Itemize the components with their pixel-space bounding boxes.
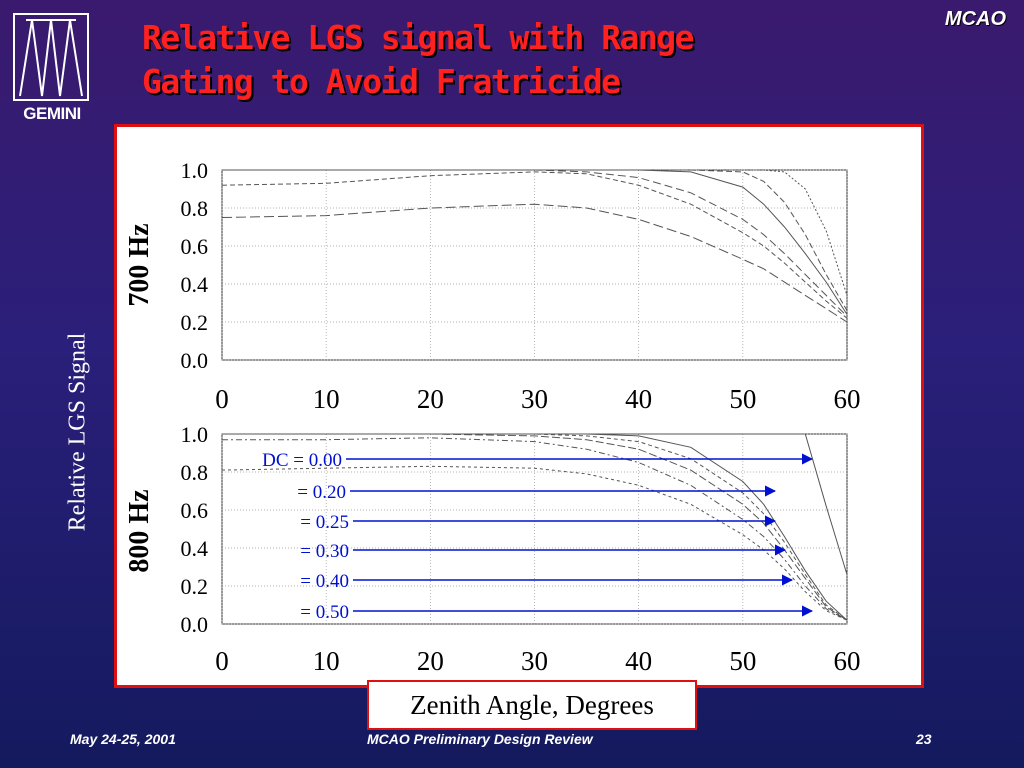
plot1-y-tick-label: 1.0 <box>181 158 209 183</box>
title-line-1: Relative LGS signal with Range <box>142 18 695 57</box>
plot1-x-tick-label: 30 <box>521 384 548 414</box>
plot2-x-tick-label: 60 <box>834 646 861 676</box>
plot2-series-2-line <box>222 433 848 621</box>
plot1-x-tick-label: 50 <box>729 384 756 414</box>
plot2-y-tick-label: 0.4 <box>181 536 209 561</box>
logo-text: GEMINI <box>23 104 81 123</box>
plot2-series-6-line <box>221 465 848 621</box>
plot1-y-tick-label: 0.0 <box>181 348 209 373</box>
plot2-y-tick-label: 0.6 <box>181 498 209 523</box>
legend-label-2: = 0.20 <box>297 482 346 503</box>
plot2-x-tick-label: 20 <box>417 646 444 676</box>
plot2-y-tick-label: 0.0 <box>181 612 209 637</box>
plot1-series-6-line <box>221 203 848 323</box>
plot2-panel-label: 800 Hz <box>124 489 155 572</box>
legend-label-3: = 0.25 <box>300 512 349 533</box>
plot1-y-tick-label: 0.8 <box>181 196 209 221</box>
plot2-x-tick-label: 10 <box>313 646 340 676</box>
plot1-series-4-line <box>222 169 848 317</box>
plot1-x-tick-label: 40 <box>625 384 652 414</box>
plot1-y-tick-label: 0.6 <box>181 234 209 259</box>
plot1-panel-label: 700 Hz <box>124 223 155 306</box>
plot2-x-tick-label: 40 <box>625 646 652 676</box>
plot1-x-tick-label: 20 <box>417 384 444 414</box>
plot1-x-tick-label: 10 <box>313 384 340 414</box>
footer-date: May 24-25, 2001 <box>70 731 176 747</box>
plot1-series-5-line <box>221 171 848 319</box>
footer-title: MCAO Preliminary Design Review <box>367 731 593 747</box>
plot2-series-4-line <box>222 433 848 621</box>
title-line-2: Gating to Avoid Fratricide <box>142 62 621 101</box>
plot2-y-tick-label: 1.0 <box>181 422 209 447</box>
legend-label-5: = 0.40 <box>300 571 349 592</box>
legend-label-1: DC = 0.00 <box>262 450 342 471</box>
plot1-x-tick-label: 0 <box>215 384 229 414</box>
plot2-frame <box>221 433 848 625</box>
plot2-x-tick-label: 0 <box>215 646 229 676</box>
plot1-y-tick-label: 0.2 <box>181 310 209 335</box>
legend-label-4: = 0.30 <box>300 541 349 562</box>
slide-title: Relative LGS signal with Range Gating to… <box>142 16 695 104</box>
legend-label-6: = 0.50 <box>300 602 349 623</box>
footer-page: 23 <box>916 731 932 747</box>
plot2-y-tick-label: 0.8 <box>181 460 209 485</box>
plot1-x-tick-label: 60 <box>834 384 861 414</box>
plot1-y-tick-label: 0.4 <box>181 272 209 297</box>
plot2-x-tick-label: 30 <box>521 646 548 676</box>
plot2-y-tick-label: 0.2 <box>181 574 209 599</box>
gemini-logo <box>13 13 89 101</box>
plot2-x-tick-label: 50 <box>729 646 756 676</box>
corner-tag: MCAO <box>944 8 1006 30</box>
plot1-frame <box>221 169 848 361</box>
x-axis-title: Zenith Angle, Degrees <box>367 680 697 730</box>
